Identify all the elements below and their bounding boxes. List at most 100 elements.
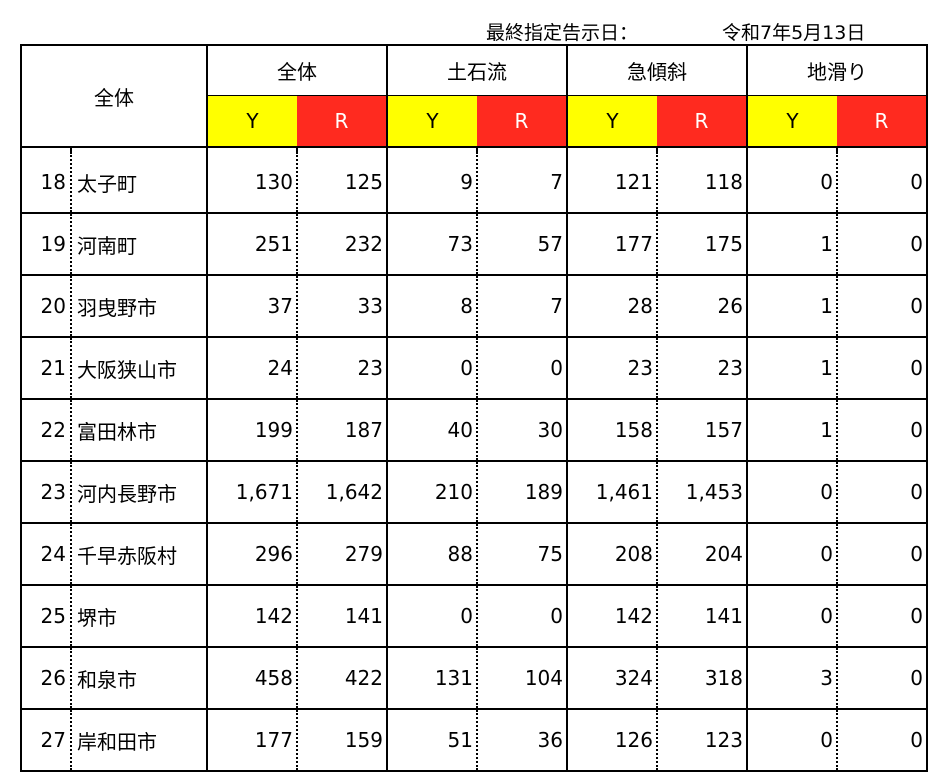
header-spacer-row — [20, 147, 928, 152]
steep-r-value: 141 — [657, 585, 748, 648]
total-r-value: 141 — [297, 585, 388, 648]
steep-r-value: 23 — [657, 337, 748, 400]
landslide-y-value: 0 — [746, 152, 838, 214]
spacer-cell — [476, 147, 568, 152]
row-number: 22 — [20, 399, 72, 462]
total-y-value: 130 — [206, 152, 298, 214]
debris-r-value: 75 — [477, 523, 568, 586]
designation-date: 令和7年5月13日 — [722, 22, 866, 44]
table-row: 18 太子町 130 125 9 7 121 118 0 0 — [20, 152, 928, 214]
steep-y-value: 177 — [566, 213, 658, 276]
steep-y-value: 28 — [566, 275, 658, 338]
landslide-r-value: 0 — [837, 275, 928, 338]
debris-y-value: 40 — [386, 399, 478, 462]
steep-r-value: 118 — [657, 152, 748, 214]
landslide-y-value: 0 — [746, 585, 838, 648]
municipality-name: 堺市 — [71, 585, 208, 648]
debris-y-value: 51 — [386, 709, 478, 772]
steep-y-value: 324 — [566, 647, 658, 710]
total-r-value: 1,642 — [297, 461, 388, 524]
steep-y-value: 208 — [566, 523, 658, 586]
debris-r-value: 7 — [477, 152, 568, 214]
steep-r-value: 175 — [657, 213, 748, 276]
designation-header: 最終指定告示日： 令和7年5月13日 — [0, 14, 949, 44]
debris-y-value: 0 — [386, 337, 478, 400]
municipality-name: 和泉市 — [71, 647, 208, 710]
total-r-value: 232 — [297, 213, 388, 276]
landslide-y-value: 1 — [746, 399, 838, 462]
table-row: 23 河内長野市 1,671 1,642 210 189 1,461 1,453 0 0 — [20, 461, 928, 524]
steep-y-value: 126 — [566, 709, 658, 772]
group-header-debris-flow: 土石流 — [386, 44, 568, 96]
steep-r-value: 318 — [657, 647, 748, 710]
landslide-r-value: 0 — [837, 337, 928, 400]
total-y-value: 142 — [206, 585, 298, 648]
debris-r-value: 36 — [477, 709, 568, 772]
total-r-value: 125 — [297, 152, 388, 214]
total-y-value: 251 — [206, 213, 298, 276]
municipality-name: 千早赤阪村 — [71, 523, 208, 586]
row-number: 27 — [20, 709, 72, 772]
table-row: 26 和泉市 458 422 131 104 324 318 3 0 — [20, 647, 928, 710]
spacer-cell — [70, 147, 208, 152]
spacer-cell — [386, 147, 478, 152]
total-y-value: 177 — [206, 709, 298, 772]
total-r-header: R — [297, 95, 388, 148]
debris-y-value: 9 — [386, 152, 478, 214]
landslide-y-value: 0 — [746, 709, 838, 772]
table-row: 21 大阪狭山市 24 23 0 0 23 23 1 0 — [20, 337, 928, 400]
steep-r-value: 204 — [657, 523, 748, 586]
landslide-y-value: 1 — [746, 213, 838, 276]
debris-y-header: Y — [386, 95, 477, 148]
landslide-r-value: 0 — [837, 523, 928, 586]
debris-y-value: 8 — [386, 275, 478, 338]
table-row: 24 千早赤阪村 296 279 88 75 208 204 0 0 — [20, 523, 928, 586]
total-r-value: 279 — [297, 523, 388, 586]
steep-y-value: 23 — [566, 337, 658, 400]
debris-y-value: 88 — [386, 523, 478, 586]
landslide-r-header: R — [837, 95, 928, 148]
row-number: 19 — [20, 213, 72, 276]
landslide-y-value: 1 — [746, 337, 838, 400]
table-row: 22 富田林市 199 187 40 30 158 157 1 0 — [20, 399, 928, 462]
landslide-r-value: 0 — [837, 399, 928, 462]
landslide-y-header: Y — [746, 95, 837, 148]
steep-r-value: 26 — [657, 275, 748, 338]
debris-r-value: 7 — [477, 275, 568, 338]
group-header-landslide: 地滑り — [746, 44, 928, 96]
spacer-cell — [206, 147, 298, 152]
landslide-y-value: 0 — [746, 461, 838, 524]
municipality-name: 河南町 — [71, 213, 208, 276]
landslide-y-value: 0 — [746, 523, 838, 586]
municipality-name: 太子町 — [71, 152, 208, 214]
group-header-total: 全体 — [206, 44, 388, 96]
debris-r-value: 30 — [477, 399, 568, 462]
municipality-name: 河内長野市 — [71, 461, 208, 524]
hazard-zone-table: 全体 全体 土石流 急傾斜 地滑り Y R Y R Y R Y R 18 太子町 1… — [20, 44, 928, 772]
spacer-cell — [656, 147, 748, 152]
municipality-name: 羽曳野市 — [71, 275, 208, 338]
row-number: 23 — [20, 461, 72, 524]
steep-y-header: Y — [566, 95, 657, 148]
total-r-value: 33 — [297, 275, 388, 338]
spacer-cell — [20, 147, 72, 152]
total-y-value: 199 — [206, 399, 298, 462]
debris-r-value: 0 — [477, 337, 568, 400]
row-number: 18 — [20, 152, 72, 214]
steep-r-value: 123 — [657, 709, 748, 772]
steep-r-value: 157 — [657, 399, 748, 462]
table-row: 19 河南町 251 232 73 57 177 175 1 0 — [20, 213, 928, 276]
landslide-r-value: 0 — [837, 709, 928, 772]
steep-y-value: 158 — [566, 399, 658, 462]
corner-header: 全体 — [20, 44, 208, 148]
municipality-name: 岸和田市 — [71, 709, 208, 772]
municipality-name: 富田林市 — [71, 399, 208, 462]
steep-r-header: R — [657, 95, 748, 148]
total-r-value: 187 — [297, 399, 388, 462]
landslide-r-value: 0 — [837, 461, 928, 524]
spacer-cell — [566, 147, 658, 152]
landslide-r-value: 0 — [837, 647, 928, 710]
debris-y-value: 131 — [386, 647, 478, 710]
landslide-r-value: 0 — [837, 585, 928, 648]
landslide-r-value: 0 — [837, 213, 928, 276]
